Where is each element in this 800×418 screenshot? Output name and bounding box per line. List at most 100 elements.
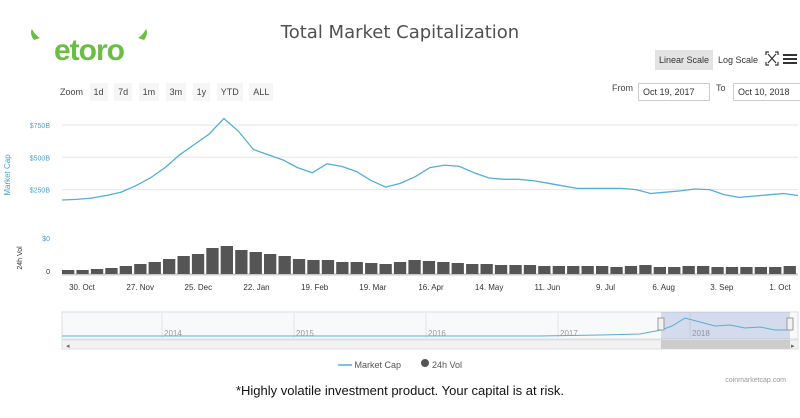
volume-bar — [278, 256, 291, 274]
volume-bar — [725, 267, 739, 274]
x-tick-label: 19. Mar — [359, 283, 386, 292]
volume-bar — [451, 263, 464, 274]
navigator-scrollbar-thumb[interactable] — [661, 340, 790, 349]
volume-bar — [408, 260, 421, 274]
x-tick-label: 3. Sep — [710, 283, 734, 292]
zoom-1m-button[interactable]: 1m — [138, 83, 160, 101]
volume-bar — [350, 262, 363, 274]
from-label: From — [612, 83, 633, 93]
volume-bar — [480, 264, 493, 274]
volume-bar — [769, 267, 782, 274]
navigator-year-label: 2015 — [296, 329, 314, 338]
volume-bar — [119, 266, 132, 274]
volume-bar — [596, 266, 609, 274]
volume-bar — [292, 259, 306, 274]
volume-bar — [264, 254, 277, 274]
volume-bar — [220, 246, 233, 274]
volume-bar — [191, 254, 205, 274]
volume-bar — [379, 264, 392, 274]
navigator-scrollbar-track[interactable] — [61, 339, 799, 350]
navigator-handle[interactable] — [786, 317, 794, 331]
to-label: To — [716, 83, 726, 93]
zoom-1d-button[interactable]: 1d — [89, 83, 108, 101]
y-axis-label: Market Cap — [3, 154, 12, 196]
legend-label-market-cap: Market Cap — [354, 360, 401, 370]
volume-bar — [754, 267, 767, 274]
x-tick-label: 6. Aug — [652, 283, 675, 292]
navigator-handle[interactable] — [657, 317, 665, 331]
y-tick-label: $500B — [30, 155, 51, 162]
volume-bar — [668, 267, 681, 274]
risk-disclaimer: *Highly volatile investment product. You… — [235, 383, 565, 398]
volume-bar — [697, 266, 710, 274]
volume-bar — [783, 266, 796, 274]
x-tick-label: 1. Oct — [769, 283, 791, 292]
legend-label-24h-vol: 24h Vol — [432, 360, 463, 370]
zoom-3m-button[interactable]: 3m — [165, 83, 187, 101]
volume-bar — [307, 260, 320, 274]
volume-bar — [567, 266, 580, 274]
fullscreen-icon[interactable] — [764, 50, 780, 68]
navigator-background — [61, 311, 799, 340]
legend: Market Cap 24h Vol — [0, 358, 800, 370]
legend-item-24h-vol[interactable]: 24h Vol — [420, 358, 463, 370]
hamburger-menu-icon[interactable] — [782, 50, 798, 68]
volume-bar — [206, 248, 219, 274]
chart-title: Total Market Capitalization — [280, 22, 520, 43]
volume-bar — [177, 256, 190, 274]
volume-bar — [624, 266, 638, 274]
to-date-input[interactable]: Oct 10, 2018 — [733, 83, 800, 101]
zoom-all-button[interactable]: ALL — [249, 83, 274, 101]
volume-axis-label: 24h Vol — [17, 246, 24, 270]
zoom-1y-button[interactable]: 1y — [192, 83, 211, 101]
volume-bar — [538, 266, 551, 274]
source-credit[interactable]: coinmarketcap.com — [725, 377, 786, 384]
volume-bar — [235, 250, 248, 274]
x-tick-label: 19. Feb — [301, 283, 329, 292]
x-tick-label: 11. Jun — [535, 283, 561, 292]
volume-bar — [76, 270, 89, 274]
from-date-input[interactable]: Oct 19, 2017 — [638, 83, 710, 101]
market-cap-chart: $750B $500B $250B $0 0 Market Cap 24h Vol 30… — [3, 117, 799, 350]
x-tick-label: 14. May — [475, 283, 503, 292]
x-tick-label: 25. Dec — [185, 283, 213, 292]
legend-item-market-cap[interactable]: Market Cap — [337, 360, 401, 370]
navigator-year-label: 2018 — [692, 329, 710, 338]
volume-bar — [653, 267, 666, 274]
etoro-logo: etoro — [30, 29, 148, 66]
scroll-right-arrow-icon[interactable]: ▸ — [791, 343, 795, 350]
volume-bar — [393, 262, 407, 274]
volume-bar — [62, 270, 75, 274]
volume-bar — [494, 265, 508, 274]
navigator-year-label: 2017 — [560, 329, 578, 338]
market-cap-series-line[interactable] — [61, 117, 799, 201]
volume-bar — [336, 262, 349, 274]
volume-bar — [134, 264, 147, 274]
volume-bar — [523, 265, 537, 274]
navigator-year-label: 2014 — [164, 329, 182, 338]
volume-bar — [437, 262, 450, 274]
line-legend-icon — [337, 364, 352, 366]
log-scale-button[interactable]: Log Scale — [718, 55, 759, 65]
volume-bar — [148, 262, 161, 274]
volume-bar — [163, 259, 176, 274]
x-tick-label: 30. Oct — [69, 283, 96, 292]
volume-bar — [321, 260, 335, 274]
zoom-controls: Zoom 1d 7d 1m 3m 1y YTD ALL — [60, 83, 274, 101]
linear-scale-button[interactable]: Linear Scale — [655, 50, 714, 70]
volume-bar — [610, 267, 623, 274]
zoom-ytd-button[interactable]: YTD — [216, 83, 243, 101]
y-tick-label: $750B — [30, 123, 51, 130]
volume-bar — [90, 269, 104, 274]
navigator[interactable]: 2014 2015 2016 2017 2018 ◂ ▸ — [61, 311, 799, 350]
volume-bar — [552, 266, 565, 274]
navigator-series-line — [62, 317, 790, 337]
volume-bar — [682, 266, 695, 274]
zoom-7d-button[interactable]: 7d — [114, 83, 133, 101]
y-tick-label: $250B — [30, 188, 51, 195]
volume-bar — [422, 261, 436, 274]
volume-bar — [466, 264, 479, 274]
scroll-left-arrow-icon[interactable]: ◂ — [66, 343, 70, 350]
x-tick-label: 9. Jul — [596, 283, 615, 292]
volume-bar — [509, 265, 522, 274]
